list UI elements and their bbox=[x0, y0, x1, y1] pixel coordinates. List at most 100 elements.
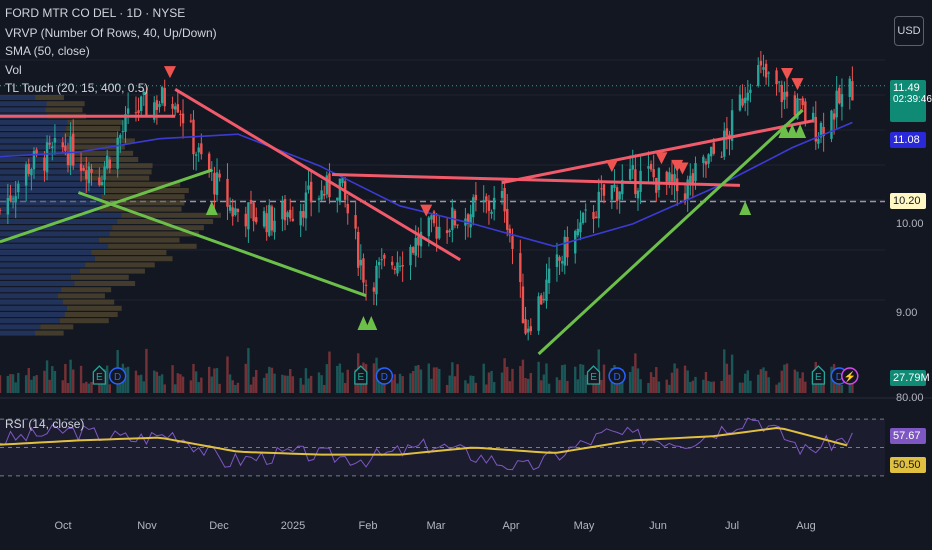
support-trendline bbox=[537, 108, 804, 356]
volume-bar bbox=[247, 348, 250, 393]
candle-body bbox=[100, 182, 104, 186]
x-tick-label: Feb bbox=[358, 520, 378, 532]
volume-profile-row-down bbox=[61, 287, 112, 293]
volume-profile-row-down bbox=[103, 188, 189, 193]
candle-body bbox=[563, 236, 566, 266]
volume-bar bbox=[602, 364, 606, 393]
candle-body bbox=[90, 168, 93, 173]
volume-profile-row-down bbox=[57, 293, 105, 299]
volume-bar bbox=[48, 379, 51, 393]
candle-body bbox=[500, 191, 504, 198]
candle-body bbox=[709, 146, 713, 157]
volume-profile-row-down bbox=[66, 305, 122, 311]
volume-profile-row-up bbox=[0, 119, 68, 125]
volume-bar bbox=[11, 374, 15, 393]
candle-body bbox=[354, 215, 357, 229]
volume-bar bbox=[262, 377, 266, 393]
candle-body bbox=[119, 135, 122, 139]
volume-bar bbox=[17, 372, 20, 393]
volume-bar bbox=[309, 375, 313, 393]
volume-profile-row-down bbox=[109, 231, 199, 237]
candle-body bbox=[286, 212, 289, 218]
candle-body bbox=[398, 265, 402, 267]
volume-profile-row-up bbox=[0, 169, 84, 175]
symbol-title[interactable]: FORD MTR CO DEL · 1D · NYSE bbox=[5, 6, 185, 20]
volume-bar bbox=[798, 378, 802, 393]
x-tick-label: Dec bbox=[209, 520, 229, 532]
volume-bar bbox=[153, 370, 156, 393]
candle-body bbox=[414, 238, 417, 256]
candle-body bbox=[767, 72, 770, 74]
candle-body bbox=[796, 98, 799, 119]
volume-bar bbox=[213, 368, 216, 393]
volume-profile-row-up bbox=[0, 194, 102, 200]
candle-body bbox=[435, 226, 438, 239]
volume-bar bbox=[142, 381, 146, 393]
bar-countdown: 02:39:46 bbox=[893, 94, 932, 105]
volume-bar bbox=[393, 374, 397, 393]
volume-bar bbox=[139, 374, 143, 393]
volume-bar bbox=[472, 375, 475, 393]
volume-bar bbox=[445, 384, 449, 393]
indicator-tl-touch[interactable]: TL Touch (20, 15, 400, 0.5) bbox=[5, 81, 148, 95]
indicator-rsi[interactable]: RSI (14, close) bbox=[5, 417, 84, 431]
candle-body bbox=[469, 214, 472, 228]
rsi-level-label: 80.00 bbox=[896, 392, 924, 404]
volume-bar bbox=[694, 376, 697, 393]
candle-body bbox=[819, 122, 823, 138]
volume-bar bbox=[207, 366, 211, 393]
volume-bar bbox=[215, 368, 219, 393]
volume-bar bbox=[304, 368, 308, 393]
volume-bar bbox=[728, 374, 731, 393]
volume-bar bbox=[725, 363, 729, 393]
volume-bar bbox=[134, 370, 138, 393]
volume-bar bbox=[673, 363, 676, 393]
candle-body bbox=[207, 153, 211, 172]
x-tick-label: Nov bbox=[137, 520, 157, 532]
x-tick-label: Aug bbox=[796, 520, 816, 532]
volume-bar bbox=[268, 366, 271, 393]
x-tick-label: Mar bbox=[426, 520, 446, 532]
volume-bar bbox=[228, 374, 232, 393]
candle-body bbox=[487, 200, 491, 211]
candle-body bbox=[121, 131, 125, 133]
x-tick-label: 2025 bbox=[280, 520, 306, 532]
indicator-vrvp[interactable]: VRVP (Number Of Rows, 40, Up/Down) bbox=[5, 26, 217, 40]
candle-body bbox=[814, 117, 817, 142]
volume-bar bbox=[712, 381, 716, 393]
volume-bar bbox=[231, 380, 234, 393]
earnings-marker bbox=[586, 365, 601, 385]
candle-body bbox=[289, 209, 292, 219]
candle-body bbox=[87, 166, 91, 184]
candle-body bbox=[179, 113, 182, 115]
earnings-marker bbox=[354, 365, 368, 385]
candle-body bbox=[521, 286, 525, 324]
candle-body bbox=[430, 215, 433, 220]
volume-profile-row-down bbox=[35, 330, 64, 336]
volume-bar bbox=[158, 375, 161, 393]
buy-signal-arrow bbox=[357, 316, 370, 330]
volume-bar bbox=[594, 379, 598, 393]
candle-body bbox=[511, 236, 514, 249]
currency-button[interactable]: USD bbox=[894, 16, 924, 46]
candle-body bbox=[0, 209, 2, 211]
volume-profile-row-down bbox=[79, 268, 145, 274]
candle-body bbox=[472, 197, 475, 218]
volume-bar bbox=[124, 367, 127, 393]
volume-bar bbox=[307, 378, 310, 393]
candle-body bbox=[377, 261, 381, 266]
candle-body bbox=[746, 92, 749, 101]
volume-profile-row-down bbox=[45, 107, 83, 113]
volume-bar bbox=[87, 383, 91, 393]
volume-bar bbox=[372, 363, 376, 393]
candle-body bbox=[655, 177, 658, 193]
sell-signal-arrow bbox=[676, 162, 689, 175]
volume-bar bbox=[691, 380, 695, 393]
volume-profile-row-up bbox=[0, 318, 60, 324]
candle-body bbox=[621, 180, 624, 195]
volume-profile-row-up bbox=[0, 225, 113, 231]
volume-profile-row-up bbox=[0, 293, 58, 299]
indicator-sma[interactable]: SMA (50, close) bbox=[5, 44, 90, 58]
indicator-vol[interactable]: Vol bbox=[5, 63, 22, 77]
